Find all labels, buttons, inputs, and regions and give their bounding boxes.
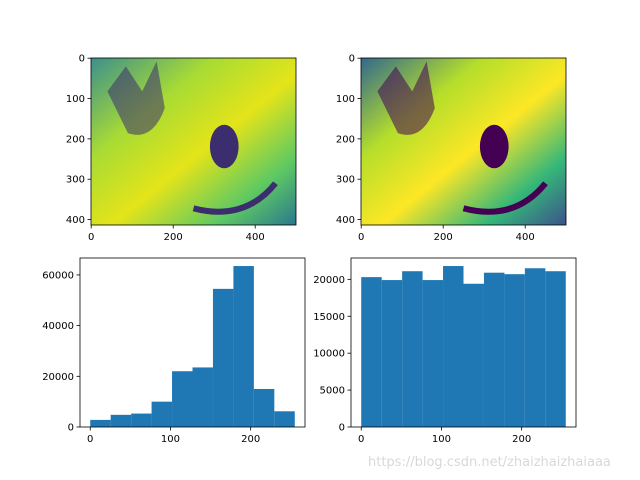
bar xyxy=(443,266,464,427)
x-tick-label: 200 xyxy=(512,434,531,445)
x-tick-label: 0 xyxy=(87,434,93,445)
y-tick-label: 40000 xyxy=(42,321,74,332)
image-detail xyxy=(479,124,509,169)
bar xyxy=(172,371,193,427)
bar xyxy=(192,367,213,427)
watermark: https://blog.csdn.net/zhaizhaizhaiaaa xyxy=(368,455,611,470)
bar xyxy=(483,272,505,427)
bar xyxy=(90,419,111,427)
bar xyxy=(131,413,152,427)
bar xyxy=(402,271,423,427)
axes-frame xyxy=(360,57,567,226)
axes-frame xyxy=(90,57,297,226)
image-detail xyxy=(462,181,548,215)
y-tick-label: 0 xyxy=(79,54,85,65)
y-tick-label: 100 xyxy=(336,94,355,105)
axes-frame xyxy=(350,257,577,428)
bar xyxy=(381,280,403,427)
x-tick-label: 400 xyxy=(516,232,535,243)
bar xyxy=(463,283,484,427)
y-tick-label: 5000 xyxy=(320,386,345,397)
y-tick-label: 0 xyxy=(68,423,74,434)
y-tick-label: 0 xyxy=(349,54,355,65)
x-tick-label: 200 xyxy=(434,232,453,243)
y-tick-label: 20000 xyxy=(42,372,74,383)
x-tick-label: 0 xyxy=(88,232,94,243)
x-tick-label: 200 xyxy=(164,232,183,243)
bar xyxy=(524,268,546,427)
bar xyxy=(274,411,295,427)
y-tick-label: 15000 xyxy=(313,312,345,323)
y-tick-label: 10000 xyxy=(313,349,345,360)
y-tick-label: 200 xyxy=(336,134,355,145)
image-detail xyxy=(377,61,435,135)
bar xyxy=(422,280,444,427)
bar xyxy=(545,271,566,427)
x-tick-label: 0 xyxy=(358,232,364,243)
image-detail xyxy=(107,61,165,135)
y-tick-label: 200 xyxy=(66,134,85,145)
bar xyxy=(504,274,525,427)
y-tick-label: 60000 xyxy=(42,270,74,281)
x-tick-label: 400 xyxy=(246,232,265,243)
x-tick-label: 100 xyxy=(432,434,451,445)
bar xyxy=(361,277,382,427)
image-detail xyxy=(192,181,278,215)
bar xyxy=(233,266,254,427)
bar xyxy=(151,401,173,427)
x-tick-label: 0 xyxy=(358,434,364,445)
y-tick-label: 400 xyxy=(66,215,85,226)
x-tick-label: 200 xyxy=(241,434,260,445)
image-detail xyxy=(209,124,239,169)
x-tick-label: 100 xyxy=(161,434,180,445)
y-tick-label: 20000 xyxy=(313,275,345,286)
bar xyxy=(110,414,132,427)
y-tick-label: 300 xyxy=(336,175,355,186)
y-tick-label: 0 xyxy=(339,423,345,434)
y-tick-label: 100 xyxy=(66,94,85,105)
axes-frame xyxy=(79,257,306,428)
y-tick-label: 300 xyxy=(66,175,85,186)
bar xyxy=(253,388,275,427)
y-tick-label: 400 xyxy=(336,215,355,226)
bar xyxy=(212,288,234,427)
